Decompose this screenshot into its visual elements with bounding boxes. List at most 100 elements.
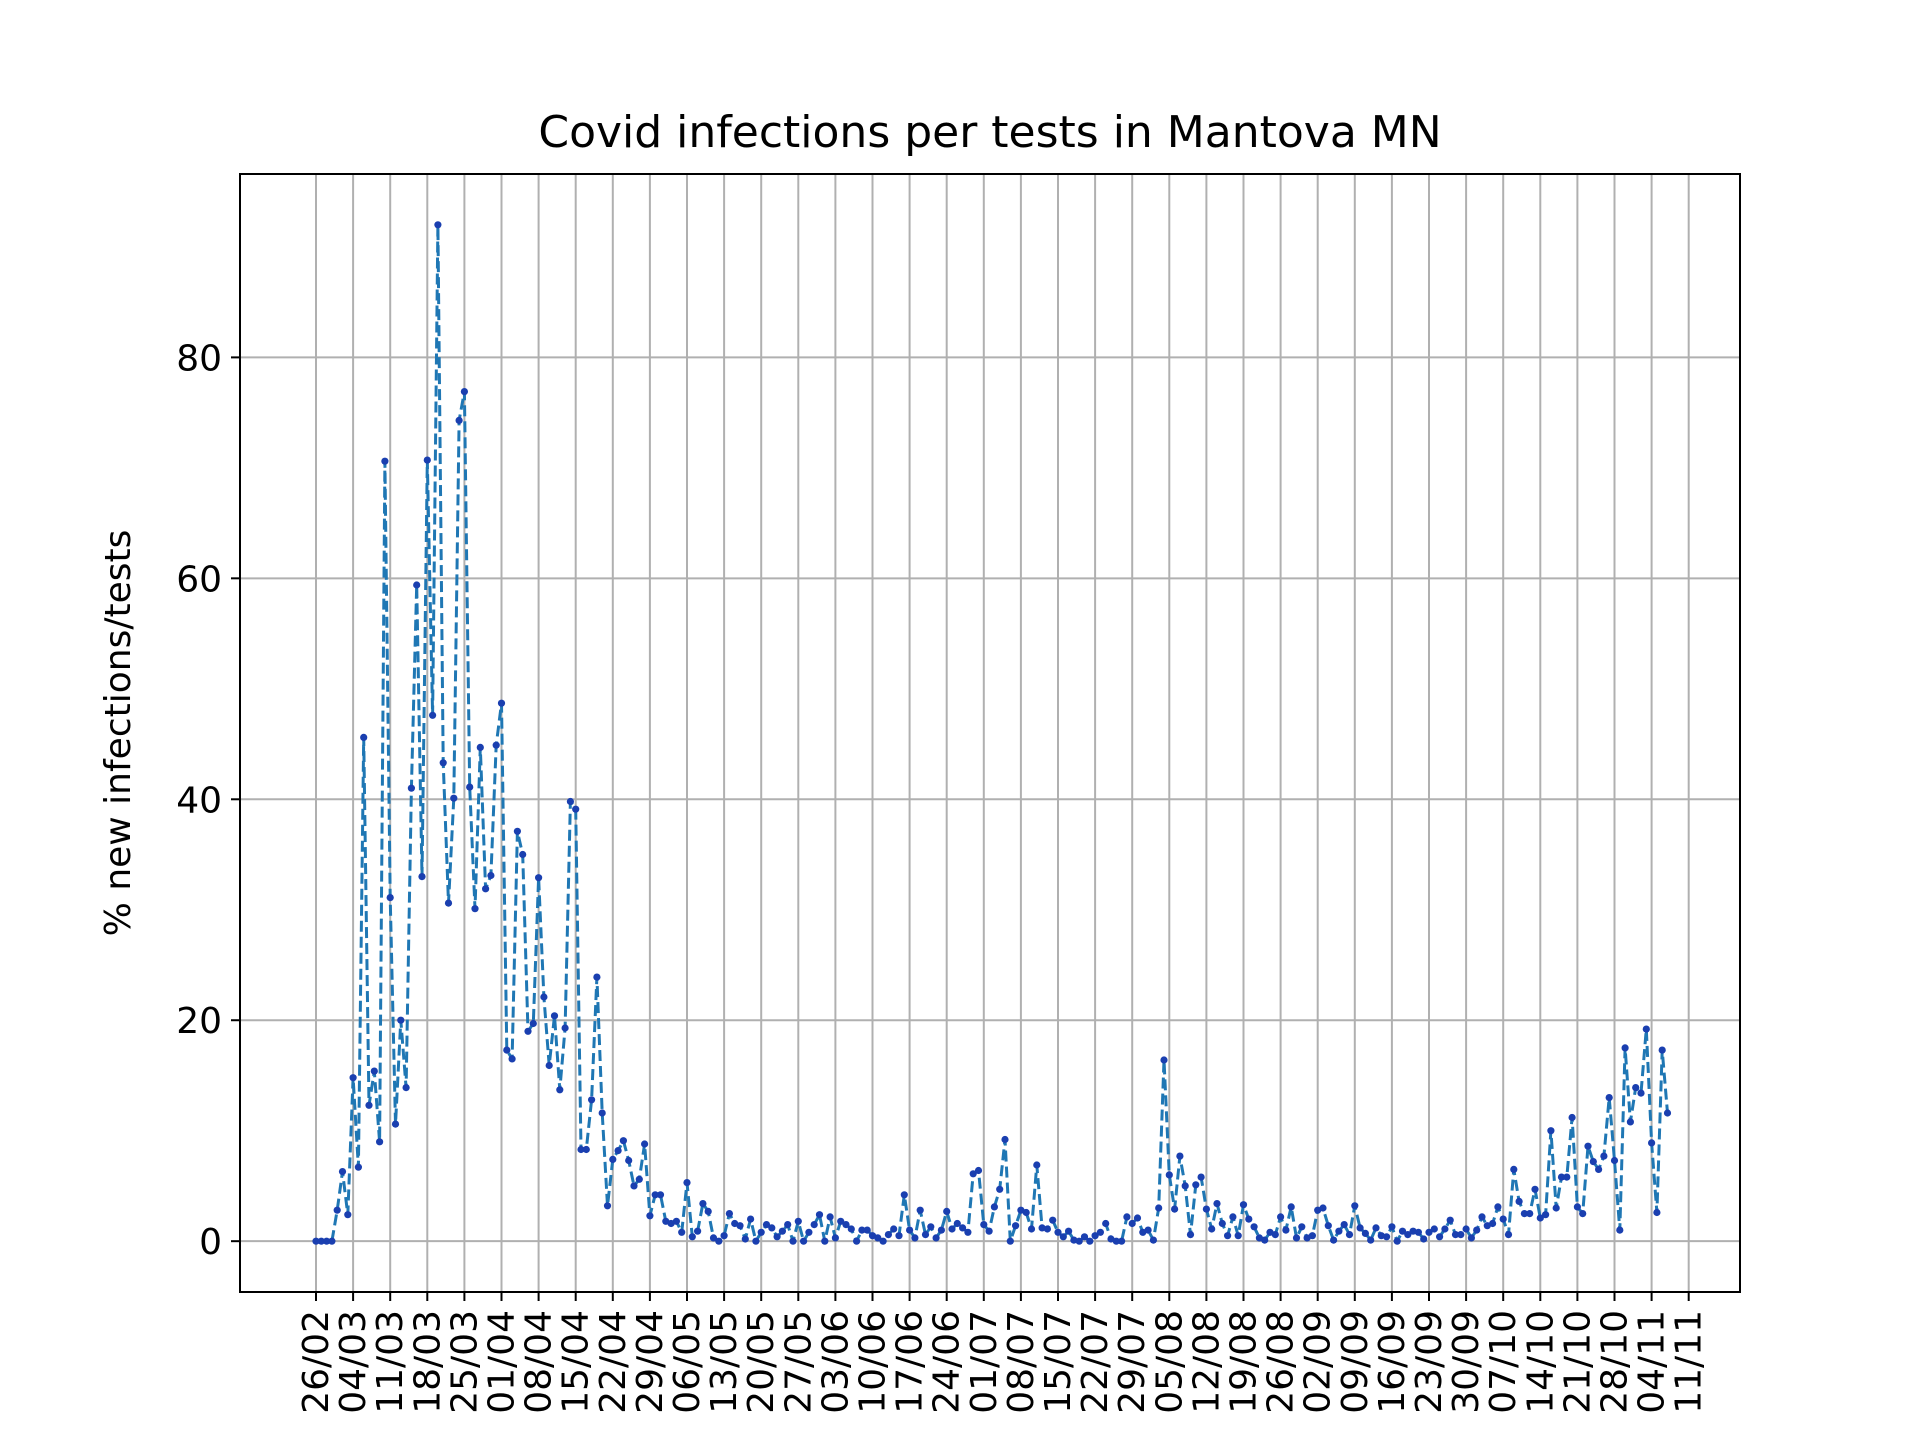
data-point <box>588 1096 596 1104</box>
data-point <box>1436 1233 1444 1241</box>
data-point <box>1075 1237 1083 1245</box>
data-point <box>503 1046 511 1054</box>
x-tick-label: 01/07 <box>964 1310 1005 1414</box>
data-point <box>752 1237 760 1245</box>
data-point <box>1181 1182 1189 1190</box>
data-point <box>614 1147 622 1155</box>
data-point <box>1579 1210 1587 1218</box>
data-point <box>789 1237 797 1245</box>
x-tick-label: 18/03 <box>407 1310 448 1414</box>
data-point <box>805 1228 813 1236</box>
data-point <box>990 1203 999 1211</box>
data-point <box>1335 1227 1343 1235</box>
data-point <box>1383 1233 1391 1241</box>
data-point <box>1112 1237 1120 1245</box>
data-point <box>1568 1113 1576 1122</box>
data-point <box>1128 1219 1136 1228</box>
data-point <box>1658 1046 1666 1054</box>
data-point <box>890 1225 898 1233</box>
data-point <box>487 871 495 880</box>
data-point <box>768 1224 776 1232</box>
x-tick-label: 16/09 <box>1372 1310 1413 1414</box>
data-point <box>609 1155 617 1163</box>
data-point <box>953 1219 961 1228</box>
data-point <box>513 827 522 835</box>
data-point <box>815 1211 824 1219</box>
data-point <box>937 1226 946 1234</box>
series-layer <box>312 221 1672 1245</box>
x-tick-label: 13/05 <box>704 1310 745 1414</box>
x-tick-label: 29/07 <box>1112 1310 1153 1414</box>
data-point <box>391 1120 400 1128</box>
data-point <box>1277 1213 1285 1221</box>
y-axis-label: % new infections/tests <box>98 530 139 937</box>
data-point <box>688 1233 696 1241</box>
data-point <box>1457 1231 1465 1239</box>
data-point <box>699 1200 707 1208</box>
data-point <box>709 1234 718 1242</box>
data-point <box>1149 1236 1157 1244</box>
data-point <box>1573 1203 1581 1211</box>
data-point <box>1372 1224 1380 1232</box>
data-point <box>492 741 500 749</box>
data-point <box>1224 1232 1232 1240</box>
data-point <box>1542 1211 1550 1219</box>
x-tick-label: 24/06 <box>927 1310 968 1414</box>
data-point <box>444 899 453 907</box>
data-point <box>715 1237 723 1245</box>
data-point <box>863 1226 871 1234</box>
data-point <box>959 1224 967 1232</box>
data-point <box>386 894 394 902</box>
data-point <box>1065 1227 1073 1235</box>
x-tick-label: 28/10 <box>1595 1310 1636 1414</box>
x-tick-label: 22/04 <box>593 1310 634 1414</box>
data-point <box>969 1170 977 1178</box>
data-point <box>1208 1225 1216 1233</box>
data-point <box>837 1217 845 1225</box>
data-point <box>1393 1237 1401 1245</box>
data-point <box>1414 1228 1422 1236</box>
x-tick-label: 23/09 <box>1409 1310 1450 1414</box>
data-point <box>1133 1214 1142 1222</box>
data-point <box>1510 1165 1518 1173</box>
x-tick-label: 19/08 <box>1224 1310 1265 1414</box>
data-point <box>741 1235 749 1243</box>
data-point <box>720 1232 728 1240</box>
data-point <box>641 1140 649 1148</box>
data-point <box>460 388 468 396</box>
data-point <box>1123 1213 1131 1221</box>
data-point <box>826 1213 834 1221</box>
data-point <box>762 1221 771 1229</box>
data-point <box>1155 1204 1163 1212</box>
data-point <box>1595 1165 1603 1173</box>
data-point <box>1102 1219 1110 1228</box>
data-point <box>1404 1231 1412 1239</box>
data-point <box>974 1166 983 1175</box>
data-point <box>1499 1215 1507 1223</box>
data-point <box>821 1237 829 1245</box>
data-point <box>879 1237 887 1245</box>
data-point <box>635 1175 643 1183</box>
data-point <box>847 1225 855 1233</box>
data-point <box>895 1232 903 1240</box>
data-point <box>1536 1214 1544 1222</box>
data-point <box>725 1210 734 1218</box>
data-point <box>1584 1142 1592 1150</box>
y-tick-label: 40 <box>176 780 222 821</box>
data-point <box>1234 1232 1242 1240</box>
x-tick-label: 27/05 <box>778 1310 819 1414</box>
data-point <box>545 1061 553 1070</box>
data-point <box>1663 1109 1672 1117</box>
data-point <box>784 1221 792 1229</box>
x-tick-label: 22/07 <box>1075 1310 1116 1414</box>
data-point <box>1319 1204 1327 1212</box>
data-point <box>1589 1158 1597 1166</box>
data-point <box>1059 1233 1067 1241</box>
data-point <box>349 1074 357 1082</box>
data-point <box>1526 1210 1534 1218</box>
data-point <box>354 1163 362 1171</box>
data-point <box>1621 1044 1629 1052</box>
data-point <box>619 1137 628 1145</box>
x-tick-label: 15/04 <box>556 1310 597 1414</box>
gridlines <box>240 174 1740 1292</box>
